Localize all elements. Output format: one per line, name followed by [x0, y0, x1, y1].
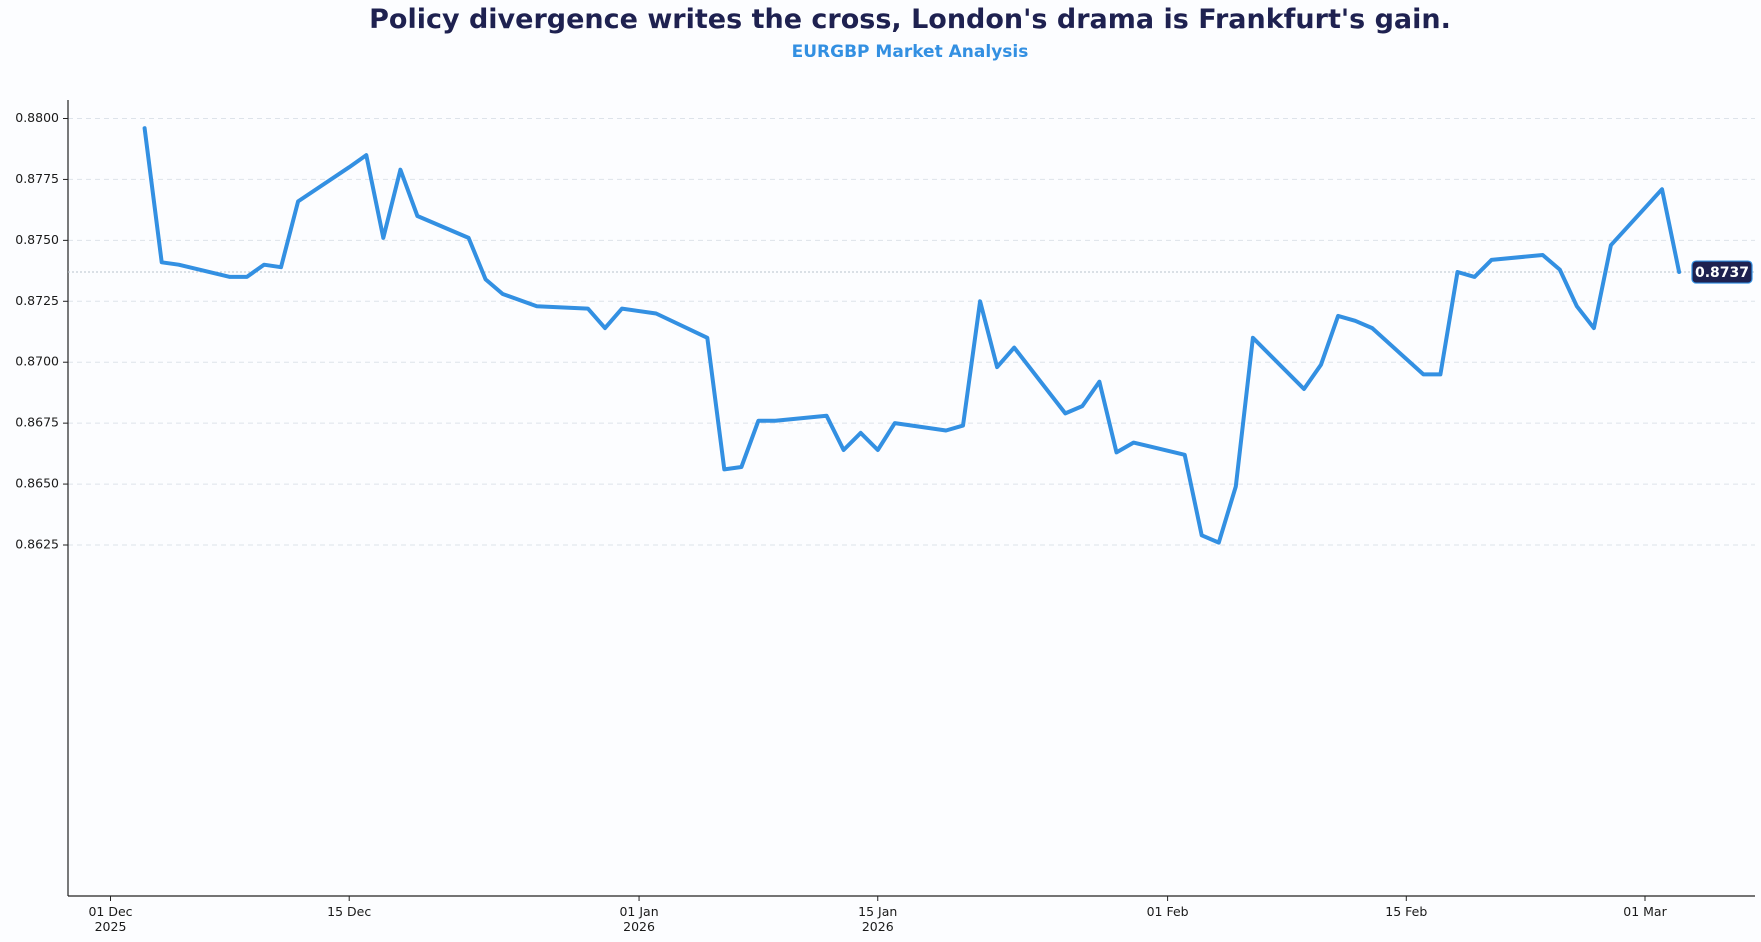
- y-tick-label: 0.8625: [15, 537, 59, 552]
- y-tick-label: 0.8725: [15, 293, 59, 308]
- x-tick-label: 15 Feb: [1385, 904, 1427, 919]
- y-tick-label: 0.8650: [15, 476, 59, 491]
- last-value-badge-box: [1691, 260, 1753, 284]
- axes: [67, 100, 1755, 897]
- y-tick-label: 0.8800: [15, 110, 59, 125]
- x-tick-label: 15 Jan: [858, 904, 897, 919]
- y-tick-label: 0.8750: [15, 232, 59, 247]
- x-tick-year-label: 2025: [95, 919, 127, 934]
- x-tick-label: 15 Dec: [327, 904, 371, 919]
- last-value-label: 0.8737: [1695, 265, 1749, 281]
- y-axis-ticks: 0.8800 0.8775 0.8750 0.8725 0.8700 0.8675 0.86…: [15, 110, 68, 552]
- y-tick-label: 0.8700: [15, 354, 59, 369]
- series-layer: [142, 126, 1682, 545]
- chart-subtitle: EURGBP Market Analysis: [791, 42, 1029, 62]
- x-tick-label: 01 Mar: [1623, 904, 1667, 919]
- x-tick-label: 01 Dec: [88, 904, 132, 919]
- x-tick-year-label: 2026: [623, 919, 655, 934]
- x-tick-label: 01 Feb: [1147, 904, 1189, 919]
- y-tick-label: 0.8775: [15, 171, 59, 186]
- eurgbp-series-line: [142, 126, 1682, 545]
- chart-title: Policy divergence writes the cross, Lond…: [369, 4, 1451, 35]
- x-tick-label: 01 Jan: [619, 904, 658, 919]
- grid-lines: [68, 118, 1755, 546]
- x-tick-year-label: 2026: [862, 919, 894, 934]
- last-value-badge: 0.8737: [1691, 260, 1753, 284]
- y-tick-label: 0.8675: [15, 415, 59, 430]
